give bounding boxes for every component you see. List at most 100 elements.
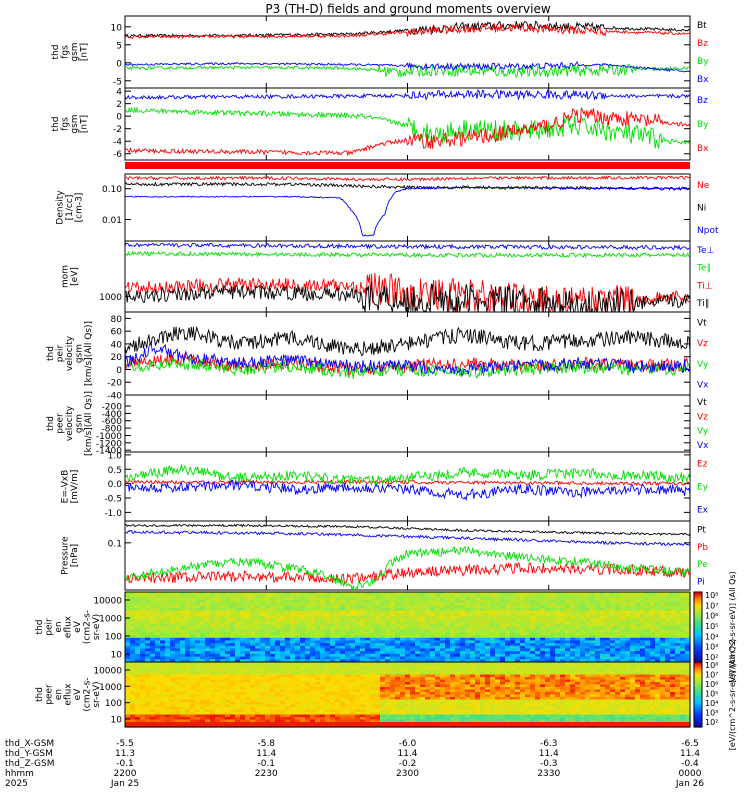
legend-label: Vz (697, 412, 708, 422)
y-tick-label: 5 (116, 41, 122, 51)
y-tick-label: 60 (111, 328, 123, 338)
y-tick-label: 2 (116, 100, 122, 110)
y-tick-label: 80 (111, 315, 123, 325)
y-tick-label: 0.5 (108, 466, 122, 476)
y-tick-label: 10 (111, 651, 123, 661)
series-line-Ni (125, 183, 690, 190)
y-axis-label: [nPa] (70, 544, 80, 567)
y-axis-label: eV (73, 620, 83, 633)
y-axis-label: thd (46, 346, 56, 361)
series-line-Ey (125, 465, 690, 486)
y-tick-label: 100 (105, 633, 122, 643)
series-line-Ez (125, 481, 690, 486)
legend-label: Bz (697, 96, 708, 106)
legend-label: Ex (697, 506, 709, 516)
y-tick-label: 0.01 (102, 216, 122, 226)
y-axis-label: thd (51, 117, 61, 132)
legend-label: Vy (697, 427, 709, 437)
series-line-Bz (125, 24, 690, 38)
y-axis-label: [eV] (70, 267, 80, 286)
legend-label: Bz (697, 39, 708, 49)
y-axis-label: (cm2-s- (83, 610, 93, 644)
y-tick-label: 0 (116, 59, 122, 69)
y-tick-label: 0.1 (108, 539, 122, 549)
y-axis-label: E=-VxB (60, 470, 70, 504)
y-tick-label: 0.10 (102, 185, 122, 195)
legend-label: By (697, 57, 709, 67)
flag-bar (125, 162, 690, 169)
legend-label: By (697, 120, 709, 130)
y-axis-label: peir (45, 618, 55, 636)
legend-label: Ti⊥ (696, 281, 713, 291)
legend-label: Vt (697, 398, 707, 408)
legend-label: Vy (697, 360, 709, 370)
legend-label: Ni (697, 204, 706, 214)
plot-title: P3 (TH-D) fields and ground moments over… (265, 2, 550, 16)
legend-label: Te∥ (696, 264, 711, 274)
y-axis-label: fgs (60, 117, 70, 131)
legend-label: Bx (697, 75, 709, 85)
y-axis-label: gsm (75, 344, 85, 363)
y-axis-label: fgs (60, 45, 70, 59)
y-axis-label: peir (56, 344, 66, 362)
legend-label: Ne (697, 181, 710, 191)
y-axis-label: [1/cc] (65, 195, 75, 221)
y-axis-label: Density (56, 190, 66, 225)
y-axis-label: [km/s](All Qs)] (84, 321, 94, 386)
y-tick-label: 0.0 (108, 480, 123, 490)
panel-frame (125, 16, 690, 88)
legend-label: Pt (697, 526, 706, 536)
y-tick-label: -4 (113, 138, 122, 148)
series-line-Te∥ (125, 252, 690, 257)
y-tick-label: -6 (113, 150, 122, 160)
y-tick-label: 4 (116, 88, 122, 98)
y-axis-label: velocity (65, 405, 75, 441)
legend-label: Ey (697, 483, 709, 493)
legend-label: Ti∥ (696, 299, 709, 309)
y-tick-label: 1000 (99, 293, 122, 303)
y-axis-label: [km/s](All Qs)] (84, 391, 94, 456)
y-axis-label: en (54, 621, 64, 632)
y-axis-label: [nT] (79, 115, 89, 133)
legend-label: Npot (697, 226, 719, 236)
legend-label: Pi (697, 577, 705, 587)
legend-label: Vt (697, 318, 707, 328)
series-line-By (125, 108, 690, 149)
y-tick-label: 10000 (93, 597, 122, 607)
y-tick-label: -2 (113, 125, 122, 135)
y-axis-label: eflux (64, 615, 74, 638)
legend-label: Vx (697, 381, 709, 391)
legend-label: Vx (697, 441, 709, 451)
y-axis-label: gsm (70, 42, 80, 61)
y-axis-label: thd (51, 45, 61, 60)
y-axis-label: gsm (75, 414, 85, 433)
legend-label: Ez (697, 460, 708, 470)
y-axis-label: sr-eV) (92, 614, 102, 640)
series-line-Bx (125, 108, 690, 155)
series-line-Pb (125, 563, 690, 584)
y-tick-label: 1000 (99, 615, 122, 625)
y-axis-label: velocity (65, 335, 75, 371)
y-tick-label: -1.0 (104, 509, 122, 519)
legend-label: Bx (697, 144, 709, 154)
y-tick-label: -40 (107, 392, 122, 402)
y-axis-label: peer (56, 413, 66, 434)
legend-label: Pe (697, 560, 708, 570)
panel-frame (125, 312, 690, 395)
y-axis-label: Pressure (60, 536, 70, 575)
series-line-By (125, 64, 690, 77)
legend-label: Vz (697, 339, 708, 349)
y-tick-label: -20 (107, 379, 122, 389)
panel-frame (125, 395, 690, 452)
y-tick-label: 0 (116, 113, 122, 123)
legend-label: Te⊥ (696, 246, 715, 256)
y-axis-label: thd (35, 620, 45, 635)
y-tick-label: 1.0 (108, 451, 123, 461)
legend-label: Pb (697, 543, 708, 553)
y-tick-label: 10 (111, 23, 123, 33)
y-tick-label: 0 (116, 366, 122, 376)
y-tick-label: -5 (113, 77, 122, 87)
y-axis-label: [nT] (79, 43, 89, 61)
